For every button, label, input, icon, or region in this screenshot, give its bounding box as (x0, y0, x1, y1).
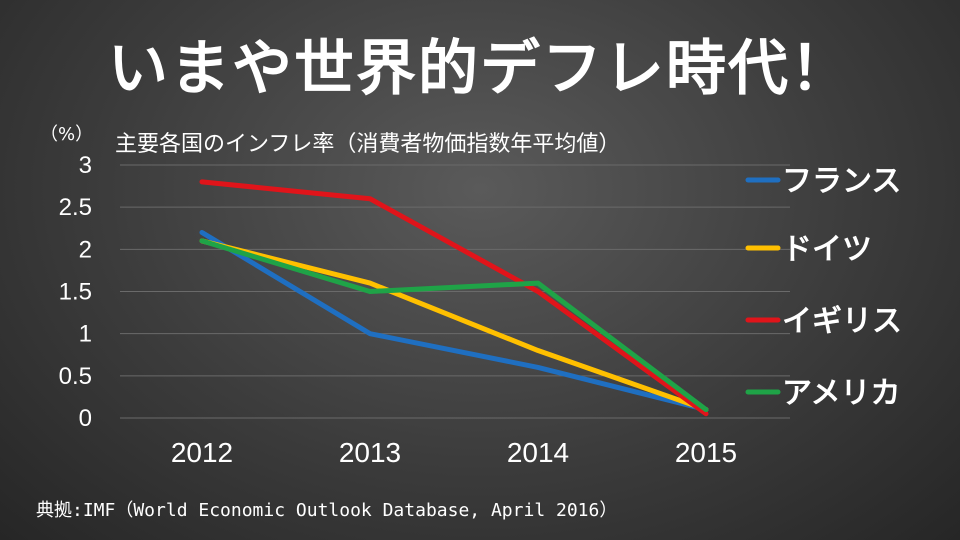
legend-label: イギリス (782, 304, 902, 339)
x-tick-label: 2013 (339, 437, 401, 468)
y-tick-label: 0 (79, 405, 92, 432)
y-tick-label: 0.5 (59, 363, 92, 390)
chart-subtitle: 主要各国のインフレ率（消費者物価指数年平均値） (115, 132, 621, 157)
x-tick-label: 2015 (675, 437, 737, 468)
page-title: いまや世界的デフレ時代！ (108, 34, 852, 104)
y-tick-label: 3 (79, 152, 92, 179)
series-line-2 (199, 179, 709, 417)
legend-label: フランス (782, 164, 901, 199)
x-axis-ticks: 2012 2013 2014 2015 (171, 437, 737, 468)
grid-lines (120, 164, 790, 419)
y-axis-ticks: 0 0.5 1 1.5 2 2.5 3 (59, 152, 92, 432)
y-axis-unit-label: （%） (40, 124, 94, 145)
series-lines (199, 179, 709, 417)
series-line-1 (199, 238, 709, 413)
legend-label: ドイツ (782, 232, 872, 267)
series-line-0 (199, 229, 709, 413)
y-tick-label: 2 (79, 236, 92, 263)
y-tick-label: 1.5 (59, 279, 92, 306)
x-tick-label: 2014 (507, 437, 569, 468)
x-tick-label: 2012 (171, 437, 233, 468)
source-note: 典拠:IMF（World Economic Outlook Database, … (36, 500, 618, 521)
series-line-3 (199, 238, 709, 413)
legend-label: アメリカ (782, 376, 901, 411)
y-tick-label: 1 (79, 321, 92, 348)
y-tick-label: 2.5 (59, 194, 92, 221)
